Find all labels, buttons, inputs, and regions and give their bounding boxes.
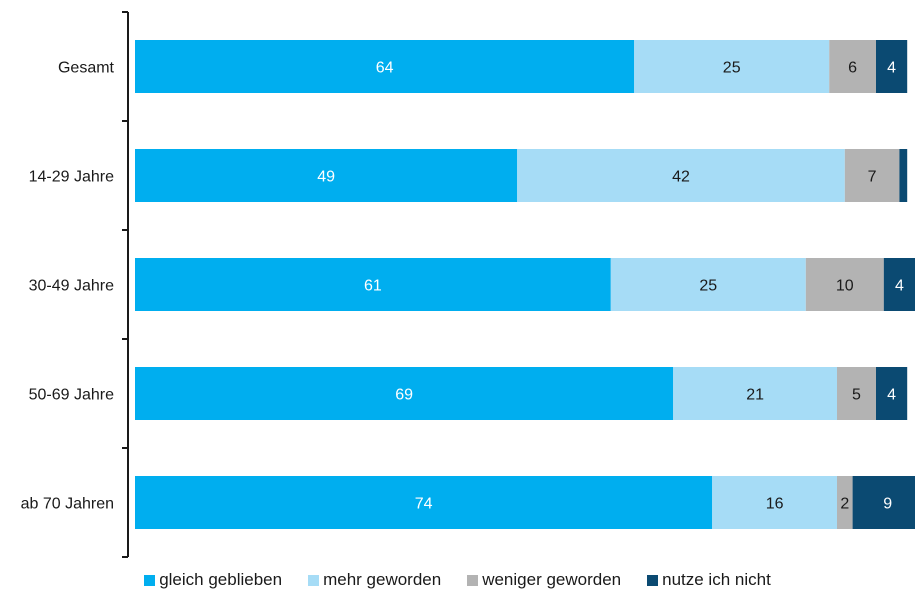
data-label: 21 <box>746 387 764 404</box>
data-label: 4 <box>887 387 896 404</box>
data-label: 64 <box>376 60 394 77</box>
data-label: 6 <box>848 60 857 77</box>
bar-segment <box>876 367 908 420</box>
legend-item-3: nutze ich nicht <box>647 570 771 590</box>
legend-item-0: gleich geblieben <box>144 570 282 590</box>
legend-label-1: mehr geworden <box>323 570 442 589</box>
bar-segment <box>844 149 900 202</box>
bar-segment <box>517 149 845 202</box>
legend-swatch-0 <box>144 574 156 586</box>
bar-segment <box>135 258 611 311</box>
bar-segment <box>712 476 837 529</box>
legend-swatch-1 <box>308 574 320 586</box>
bar-segment <box>876 40 908 93</box>
legend-item-1: mehr geworden <box>308 570 441 590</box>
data-label: 74 <box>415 496 433 513</box>
bar-segment <box>673 367 837 420</box>
data-label: 69 <box>395 387 413 404</box>
data-label: 4 <box>887 60 896 77</box>
data-label: 16 <box>766 496 784 513</box>
legend-swatch-3 <box>647 574 659 586</box>
category-labels: Gesamt 14-29 Jahre 30-49 Jahre 50-69 Jahre a… <box>21 60 115 513</box>
y-axis <box>122 11 129 558</box>
bars: 64 25 6 449 42 761 25 10 469 21 5 474 16 2 9 <box>135 40 915 529</box>
legend-label-3: nutze ich nicht <box>662 570 771 589</box>
bar-segment <box>829 40 876 93</box>
bar-segment <box>135 476 713 529</box>
data-label: 10 <box>836 278 854 295</box>
category-label: 30-49 Jahre <box>29 278 114 295</box>
bar-segment <box>837 476 853 529</box>
bar-segment <box>852 476 915 529</box>
data-label: 2 <box>840 496 849 513</box>
data-label: 61 <box>364 278 382 295</box>
legend: gleich geblieben mehr geworden weniger g… <box>0 570 915 590</box>
legend-label-0: gleich geblieben <box>159 570 283 589</box>
legend-label-2: weniger geworden <box>482 570 622 589</box>
legend-item-2: weniger geworden <box>467 570 621 590</box>
category-label: ab 70 Jahren <box>21 496 114 513</box>
category-label: Gesamt <box>58 60 115 77</box>
data-label: 49 <box>317 169 335 186</box>
data-label: 5 <box>852 387 861 404</box>
bar-segment <box>135 149 518 202</box>
category-label: 50-69 Jahre <box>29 387 114 404</box>
bar-segment <box>135 40 635 93</box>
bar-segment <box>805 258 884 311</box>
data-label: 42 <box>672 169 690 186</box>
bar-segment <box>610 258 806 311</box>
legend-swatch-2 <box>467 574 479 586</box>
bar-segment <box>634 40 830 93</box>
bar-segment <box>899 149 908 202</box>
category-label: 14-29 Jahre <box>29 169 114 186</box>
data-label: 25 <box>723 60 741 77</box>
data-label: 7 <box>868 169 877 186</box>
bar-segment <box>135 367 674 420</box>
data-label: 4 <box>895 278 904 295</box>
data-label: 9 <box>883 496 892 513</box>
bar-segment <box>883 258 915 311</box>
bar-segment <box>837 367 876 420</box>
data-label: 25 <box>699 278 717 295</box>
